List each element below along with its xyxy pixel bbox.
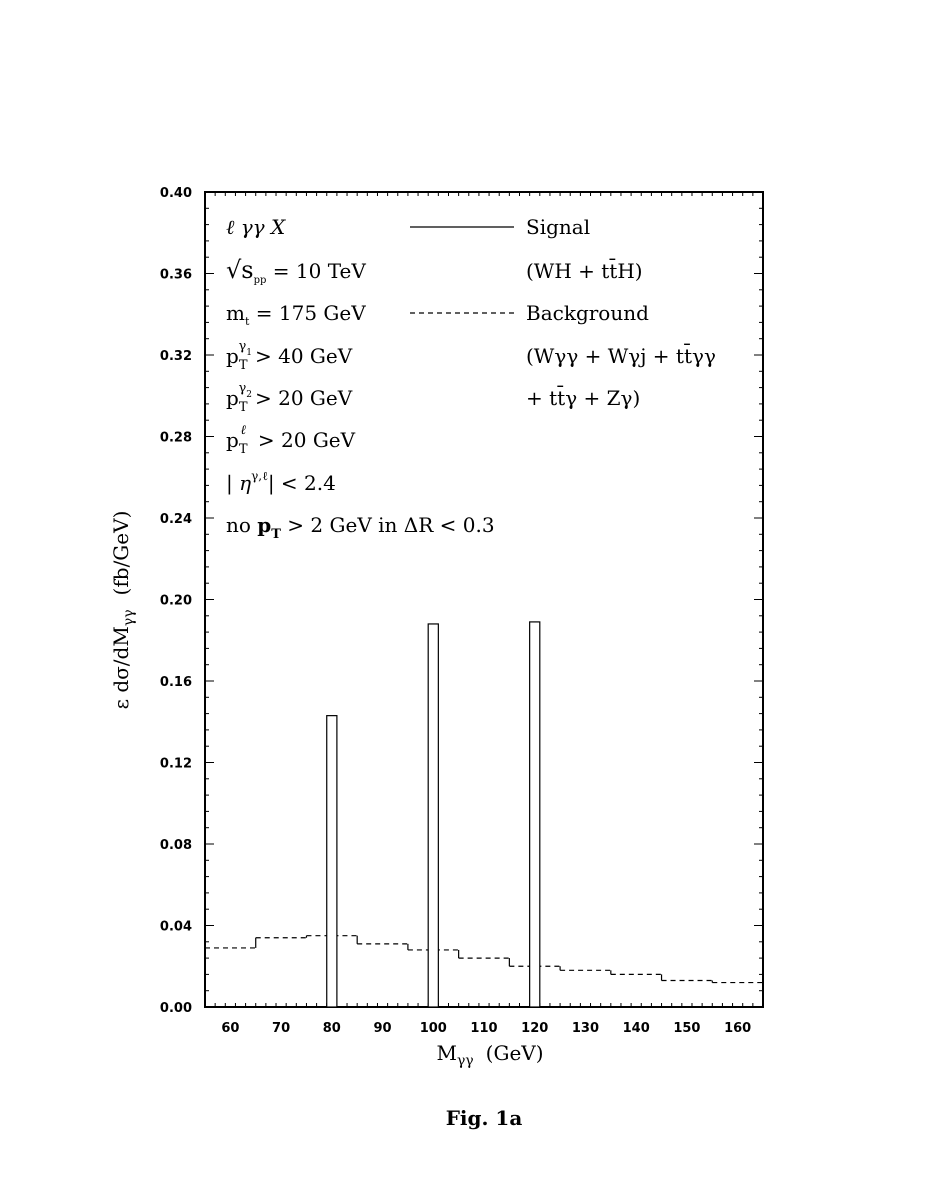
eta-label: | ηγ,ℓ| < 2.4 bbox=[226, 469, 336, 496]
y-tick-label: 0.12 bbox=[160, 757, 192, 772]
y-tick-labels: 0.00 0.04 0.08 0.12 0.16 0.20 0.24 0.28 0.32 0.36… bbox=[160, 186, 192, 1016]
y-axis-label: ε dσ/dMγγ(fb/GeV) bbox=[109, 511, 137, 710]
x-tick-label: 90 bbox=[373, 1021, 391, 1036]
y-tick-label: 0.16 bbox=[160, 675, 192, 690]
y-tick-label: 0.20 bbox=[160, 594, 192, 609]
x-tick-label: 150 bbox=[673, 1021, 700, 1036]
signal-bar bbox=[427, 623, 439, 1008]
sqrt-s-label: √spp = 10 TeV bbox=[226, 256, 366, 286]
signal-bar bbox=[529, 621, 541, 1008]
figure-caption: Fig. 1a bbox=[446, 1106, 523, 1130]
legend-background-label: Background bbox=[526, 301, 649, 325]
legend-signal-detail: (WH + tt̄H) bbox=[526, 258, 643, 283]
x-tick-label: 70 bbox=[272, 1021, 290, 1036]
x-tick-label: 140 bbox=[623, 1021, 650, 1036]
x-tick-label: 120 bbox=[521, 1021, 548, 1036]
legend: Signal (WH + tt̄H) Background (Wγγ + Wγj… bbox=[410, 215, 716, 410]
y-tick-label: 0.24 bbox=[160, 512, 192, 527]
y-tick-label: 0.04 bbox=[160, 920, 192, 935]
cuts-annotation: ℓ γγ X √spp = 10 TeV mt = 175 GeV pTγ1 > … bbox=[226, 215, 495, 542]
y-tick-label: 0.28 bbox=[160, 431, 192, 446]
signal-bar bbox=[326, 715, 338, 1008]
legend-background-detail-2: + tt̄γ + Zγ) bbox=[526, 385, 640, 410]
isolation-label: no pT > 2 GeV in ΔR < 0.3 bbox=[226, 513, 495, 542]
pt-lepton-label: pTℓ > 20 GeV bbox=[226, 423, 356, 457]
process-label: ℓ γγ X bbox=[226, 215, 286, 239]
x-axis-label: Mγγ (GeV) bbox=[436, 1041, 543, 1069]
x-tick-label: 130 bbox=[572, 1021, 599, 1036]
y-tick-label: 0.36 bbox=[160, 268, 192, 283]
x-tick-label: 110 bbox=[470, 1021, 497, 1036]
x-tick-label: 60 bbox=[221, 1021, 239, 1036]
x-tick-label: 160 bbox=[724, 1021, 751, 1036]
pt-photon2-label: pTγ2 > 20 GeV bbox=[226, 381, 353, 415]
pt-photon1-label: pTγ1 > 40 GeV bbox=[226, 339, 353, 373]
y-tick-label: 0.00 bbox=[160, 1001, 192, 1016]
x-tick-label: 100 bbox=[420, 1021, 447, 1036]
legend-background-detail-1: (Wγγ + Wγj + tt̄γγ bbox=[526, 343, 716, 368]
legend-signal-label: Signal bbox=[526, 215, 590, 239]
y-tick-label: 0.40 bbox=[160, 186, 192, 201]
x-tick-labels: 60 70 80 90 100 110 120 130 140 150 160 bbox=[221, 1021, 751, 1036]
top-mass-label: mt = 175 GeV bbox=[226, 301, 366, 328]
background-series bbox=[205, 935, 763, 984]
y-tick-label: 0.32 bbox=[160, 349, 192, 364]
axis-ticks bbox=[204, 191, 764, 1008]
x-tick-label: 80 bbox=[323, 1021, 341, 1036]
y-tick-label: 0.08 bbox=[160, 838, 192, 853]
signal-series bbox=[326, 621, 541, 1008]
